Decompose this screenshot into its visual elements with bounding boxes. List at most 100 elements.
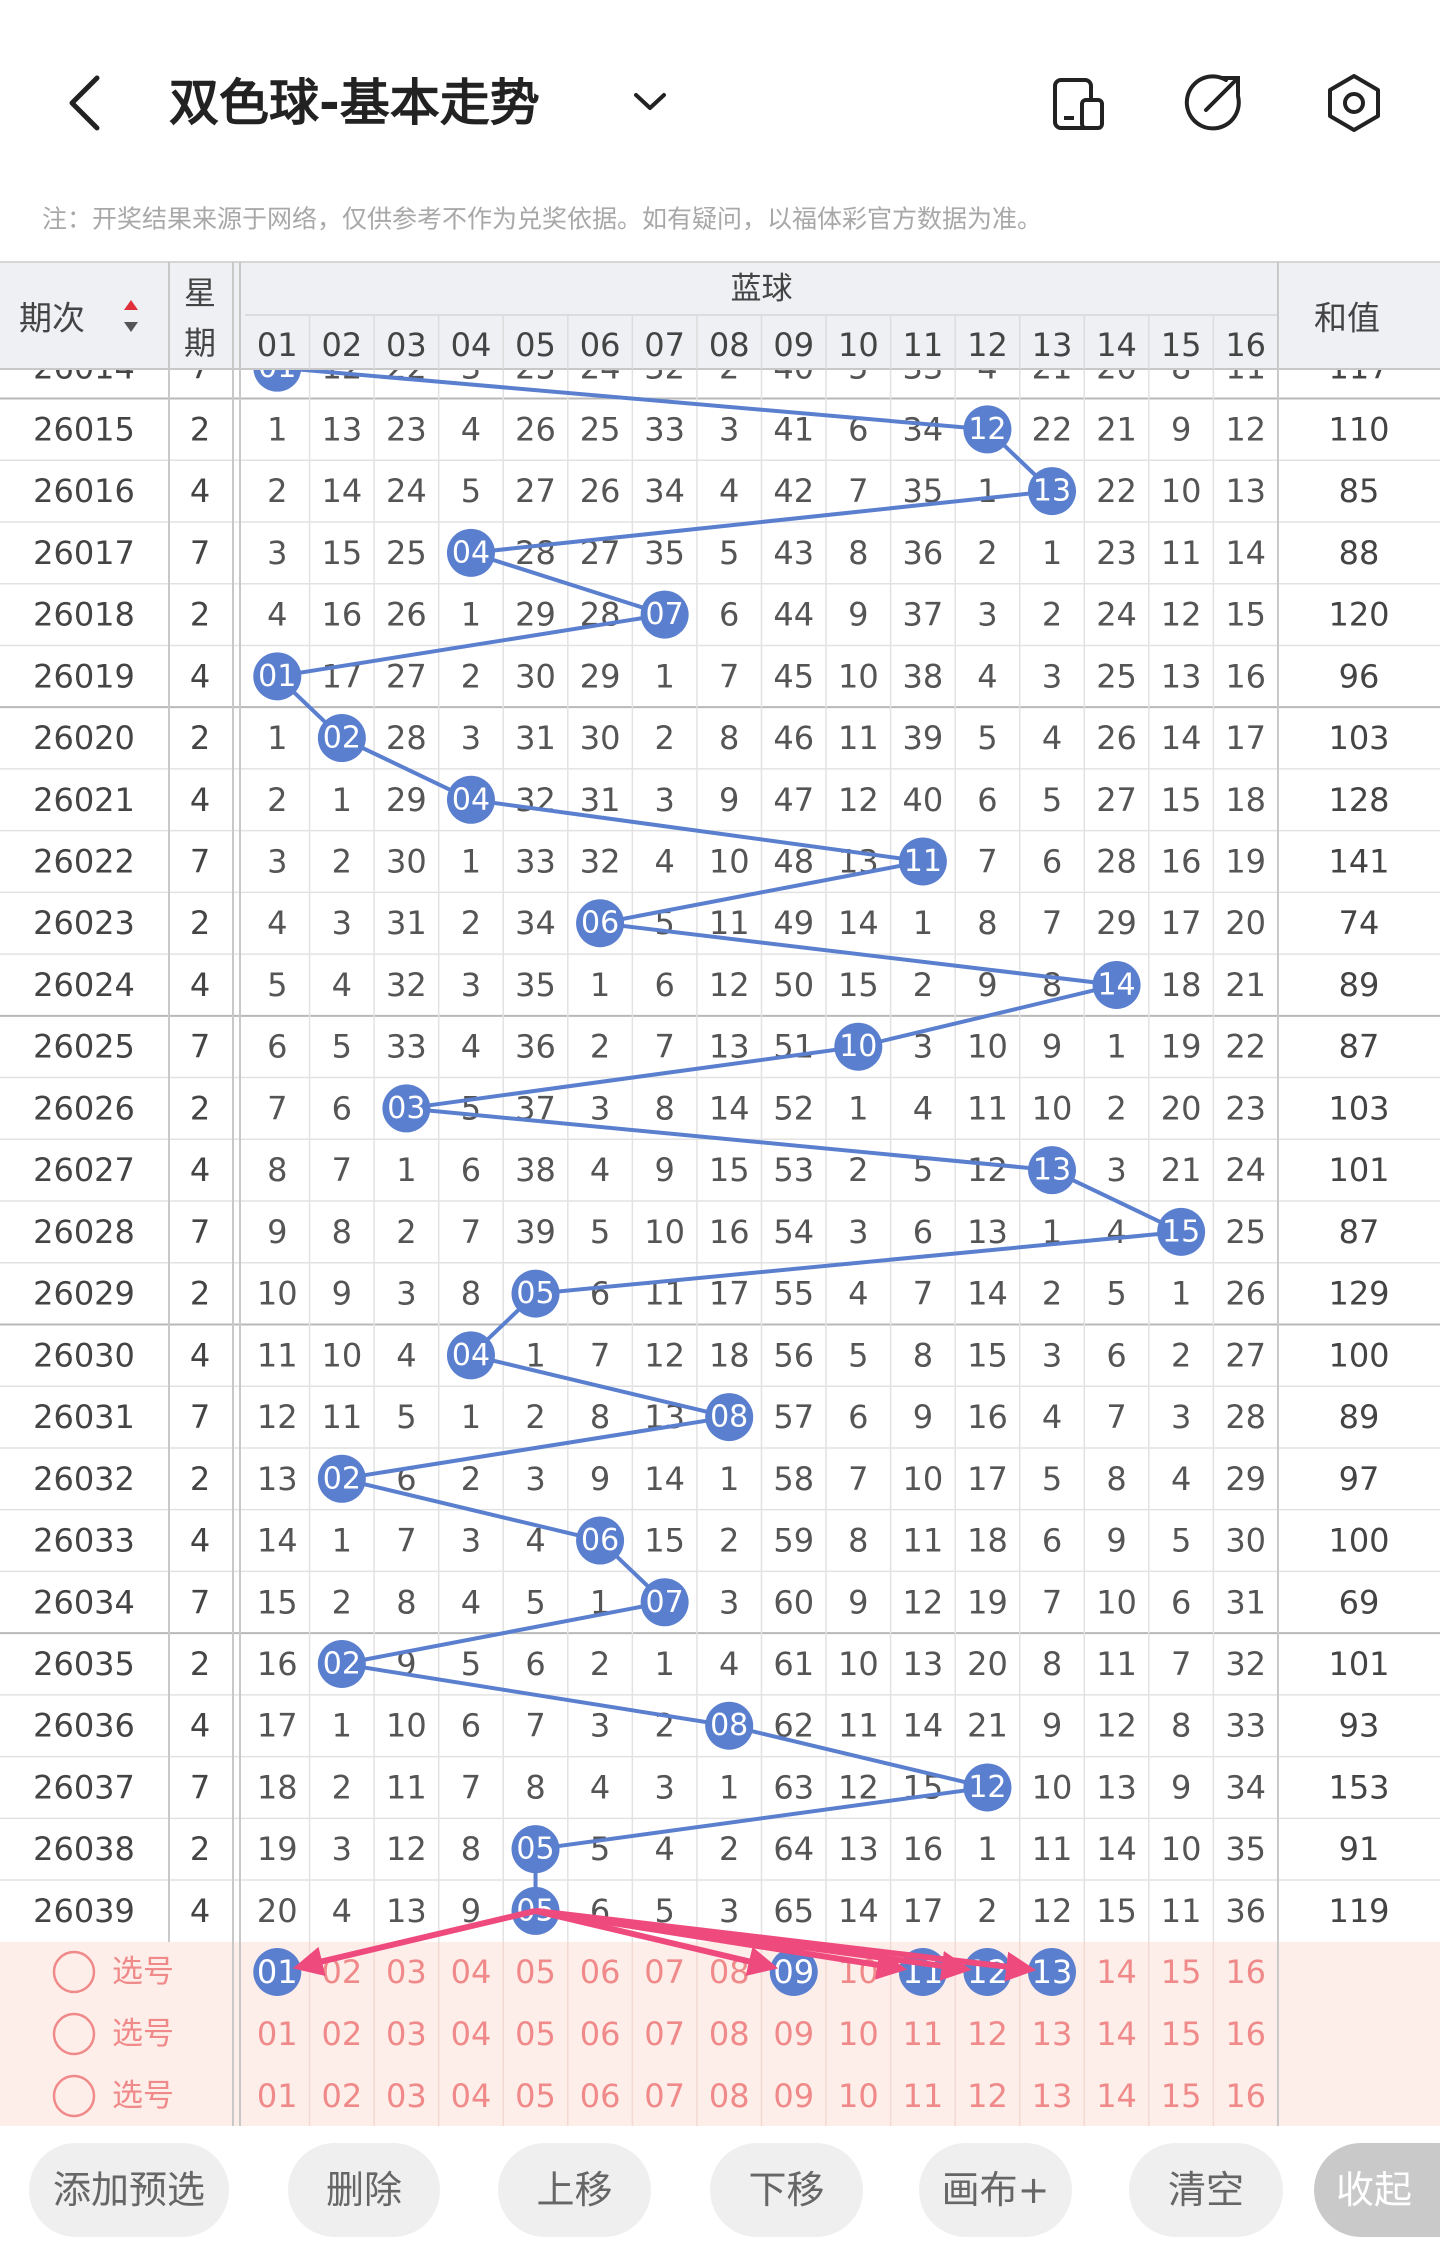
select-number[interactable]: 06 [580,2015,621,2053]
miss-count: 29 [1096,904,1137,942]
select-radio[interactable] [52,2012,96,2056]
miss-count: 21 [967,1707,1008,1745]
select-number[interactable]: 04 [451,1953,492,1991]
select-number[interactable]: 13 [1032,2077,1073,2115]
select-number[interactable]: 11 [903,2015,944,2053]
title-dropdown[interactable] [634,93,666,110]
picked-ball[interactable] [769,1948,818,1996]
toolbar-button[interactable] [710,2143,863,2237]
picked-number[interactable]: 09 [773,1953,814,1991]
select-number[interactable]: 15 [1161,2077,1202,2115]
sort-up[interactable] [124,300,138,310]
select-radio[interactable] [52,1950,96,1994]
select-number[interactable]: 14 [1096,2015,1137,2053]
select-number[interactable]: 08 [709,2077,750,2115]
period-header[interactable]: 期次 [19,299,85,338]
miss-count: 2 [977,534,997,572]
miss-count: 10 [838,657,879,695]
miss-count: 2 [1042,1275,1062,1313]
weekday-cell: 7 [190,1028,210,1066]
select-number[interactable]: 12 [967,2015,1008,2053]
miss-count: 8 [848,1522,868,1560]
picked-ball[interactable] [253,1948,302,1996]
picked-number[interactable]: 01 [257,1953,298,1991]
select-number[interactable]: 06 [580,2077,621,2115]
miss-count: 59 [773,1522,814,1560]
select-number[interactable]: 03 [386,1953,427,1991]
select-number[interactable]: 10 [838,2077,879,2115]
miss-count: 38 [903,657,944,695]
miss-count: 8 [913,1336,933,1374]
toolbar-button[interactable] [919,2143,1072,2237]
toolbar-button[interactable] [498,2143,651,2237]
select-number[interactable]: 03 [386,2077,427,2115]
miss-count: 4 [848,1275,868,1313]
select-number[interactable]: 02 [321,2077,362,2115]
select-number[interactable]: 14 [1096,2077,1137,2115]
miss-count: 13 [838,1830,879,1868]
select-number[interactable]: 03 [386,2015,427,2053]
toolbar-button[interactable] [29,2143,229,2237]
select-number[interactable]: 04 [451,2077,492,2115]
select-number[interactable]: 05 [515,2015,556,2053]
select-number[interactable]: 05 [515,2077,556,2115]
select-number[interactable]: 15 [1161,2015,1202,2053]
button-label[interactable]: 删除 [326,2168,402,2212]
select-number[interactable]: 04 [451,2015,492,2053]
select-number[interactable]: 02 [321,2015,362,2053]
select-number[interactable]: 05 [515,1953,556,1991]
select-number[interactable]: 16 [1225,1953,1266,1991]
select-number[interactable]: 13 [1032,2015,1073,2053]
period-cell: 26032 [33,1460,135,1498]
button-label[interactable]: 上移 [536,2168,612,2212]
select-number[interactable]: 07 [644,2015,685,2053]
select-radio[interactable] [52,2074,96,2118]
select-number[interactable]: 14 [1096,1953,1137,1991]
miss-count: 10 [644,1213,685,1251]
share-icon[interactable] [1184,74,1241,131]
select-number[interactable]: 16 [1225,2015,1266,2053]
sum-cell: 74 [1339,904,1380,942]
select-number[interactable]: 11 [903,2077,944,2115]
select-number[interactable]: 01 [257,2077,298,2115]
sort-down[interactable] [124,322,138,332]
button-label[interactable]: 添加预选 [53,2168,205,2212]
select-label[interactable]: 选号 [112,1954,174,1990]
select-number[interactable]: 09 [773,2015,814,2053]
picked-number[interactable]: 12 [967,1953,1008,1991]
miss-count: 14 [1161,719,1202,757]
select-number[interactable]: 16 [1225,2077,1266,2115]
picked-number[interactable]: 13 [1032,1953,1073,1991]
select-label[interactable]: 选号 [112,2016,174,2052]
back-button[interactable] [69,75,100,131]
top-bar [0,0,1440,262]
select-number[interactable]: 10 [838,2015,879,2053]
button-label[interactable]: 收起 [1336,2168,1412,2212]
select-number[interactable]: 07 [644,2077,685,2115]
select-number[interactable]: 08 [709,2015,750,2053]
select-number[interactable]: 01 [257,2015,298,2053]
device-icon[interactable] [1053,78,1104,130]
select-number[interactable]: 07 [644,1953,685,1991]
toolbar-button[interactable] [288,2143,440,2237]
toolbar-button[interactable] [1129,2143,1283,2237]
miss-count: 13 [709,1028,750,1066]
picked-ball[interactable] [1028,1948,1076,1996]
page-title[interactable]: 双色球-基本走势 [169,74,540,132]
miss-count: 7 [1042,1583,1062,1621]
miss-count: 14 [838,904,879,942]
select-label[interactable]: 选号 [112,2078,174,2114]
select-number[interactable]: 15 [1161,1953,1202,1991]
miss-count: 16 [967,1398,1008,1436]
select-number[interactable]: 06 [580,1953,621,1991]
select-number[interactable]: 12 [967,2077,1008,2115]
button-label[interactable]: 清空 [1168,2168,1244,2212]
select-number[interactable]: 09 [773,2077,814,2115]
toolbar-button[interactable] [1314,2143,1440,2237]
button-label[interactable]: 下移 [748,2168,824,2212]
settings-icon[interactable] [1328,74,1380,132]
miss-count: 11 [321,1398,362,1436]
miss-count: 5 [267,966,287,1004]
miss-count: 3 [461,1522,481,1560]
button-label[interactable]: 画布+ [942,2168,1050,2212]
